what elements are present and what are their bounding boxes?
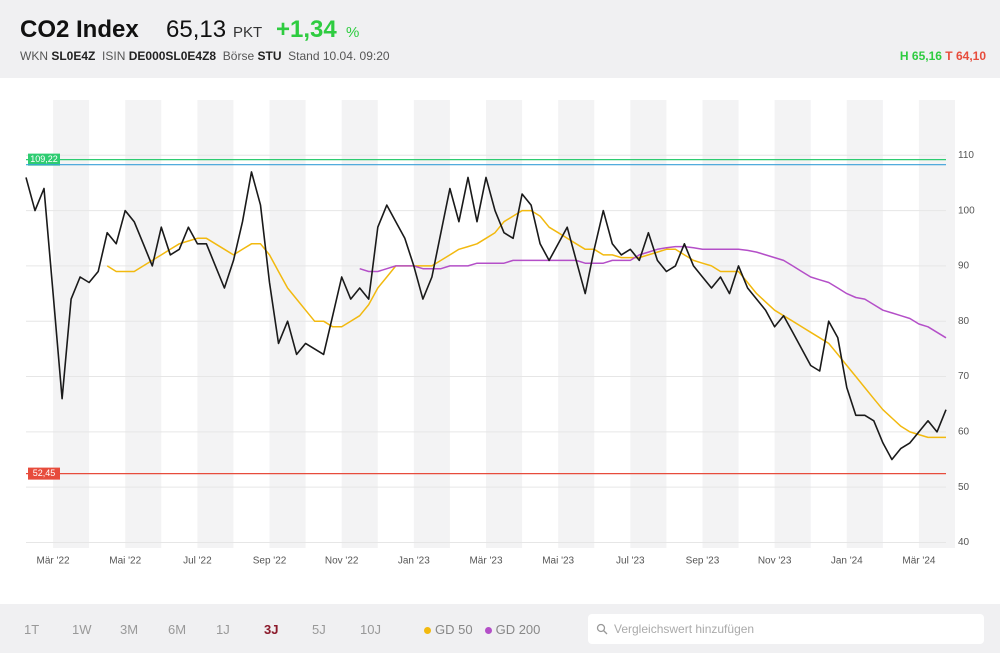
month-band — [53, 100, 90, 548]
x-tick-label: Mär '24 — [902, 556, 935, 567]
period-button[interactable]: 5J — [312, 622, 326, 637]
x-tick-label: Mär '22 — [37, 556, 70, 567]
y-tick-label: 50 — [958, 482, 970, 493]
label: ISIN — [102, 49, 126, 63]
search-box[interactable]: Vergleichswert hinzufügen — [588, 614, 984, 644]
period-button[interactable]: 1J — [216, 622, 230, 637]
x-tick-label: Nov '22 — [325, 556, 359, 567]
y-tick-label: 60 — [958, 426, 970, 437]
x-tick-label: Mai '22 — [109, 556, 141, 567]
legend-item[interactable]: GD 200 — [484, 622, 541, 637]
x-tick-label: Nov '23 — [758, 556, 792, 567]
label: T — [945, 49, 953, 63]
month-band — [630, 100, 667, 548]
label: Börse — [222, 49, 255, 63]
high-low: H 65,16 T 64,10 — [900, 49, 986, 63]
low: 64,10 — [955, 49, 986, 63]
month-band — [197, 100, 234, 548]
month-band — [846, 100, 883, 548]
x-tick-label: Jan '24 — [831, 556, 863, 567]
legend: GD 50 GD 200 — [424, 622, 552, 637]
stand: Stand 10.04. 09:20 — [288, 49, 390, 63]
change-unit: % — [346, 24, 360, 41]
chart: Mär '22 Mai '22 Jul '22 Sep '22 Nov '22 Jan '… — [25, 100, 975, 567]
series-line — [359, 245, 947, 339]
month-band — [125, 100, 162, 548]
unit: PKT — [233, 24, 263, 41]
y-tick-label: 40 — [958, 537, 970, 548]
y-tick-label: 70 — [958, 371, 970, 382]
label: H — [899, 49, 909, 63]
month-band — [702, 100, 739, 548]
series-line — [25, 171, 947, 461]
y-tick-label: 110 — [958, 150, 974, 161]
x-tick-label: Mär '23 — [469, 556, 502, 567]
month-band — [774, 100, 811, 548]
period-button[interactable]: 3J — [264, 622, 279, 637]
x-tick-label: Sep '22 — [253, 556, 287, 567]
x-tick-label: Jan '23 — [398, 556, 430, 567]
price: 65,13 — [166, 16, 227, 43]
month-band — [413, 100, 450, 548]
period-button[interactable]: 1T — [24, 622, 40, 637]
y-tick-label: 90 — [958, 261, 970, 272]
controls: 1T 1W 3M 6M 1J 3J 5J 10J GD 50 GD 200 Vergleichs… — [0, 604, 1000, 653]
period-button[interactable]: 1W — [72, 622, 92, 637]
month-band — [918, 100, 956, 548]
change: +1,34 — [276, 16, 337, 43]
legend-item[interactable]: GD 50 — [424, 622, 473, 637]
label: WKN — [20, 49, 48, 63]
title: CO2 Index — [20, 16, 139, 43]
periods: 1T 1W 3M 6M 1J 3J 5J 10J — [24, 622, 408, 637]
isin: DE000SL0E4Z8 — [128, 49, 217, 63]
search-placeholder: Vergleichswert hinzufügen — [614, 622, 755, 636]
series-line — [106, 209, 946, 439]
legend-label: GD 50 — [435, 622, 473, 637]
x-tick-label: Jul '22 — [183, 556, 212, 567]
x-tick-label: Sep '23 — [686, 556, 720, 567]
meta: WKN SL0E4Z ISIN DE000SL0E4Z8 Börse STU S… — [20, 49, 390, 63]
period-button[interactable]: 10J — [360, 622, 381, 637]
x-tick-label: Jul '23 — [616, 556, 645, 567]
header: CO2 Index 65,13 PKT +1,34 % WKN SL0E4Z I… — [0, 0, 1000, 78]
level-tag — [28, 153, 60, 166]
legend-dot — [424, 627, 431, 634]
x-tick-label: Mai '23 — [542, 556, 574, 567]
legend-label: GD 200 — [495, 622, 541, 637]
level-tag — [28, 467, 60, 480]
wkn: SL0E4Z — [51, 49, 96, 63]
level-label: 52,45 — [33, 468, 56, 478]
legend-dot — [484, 627, 492, 634]
period-button[interactable]: 3M — [120, 622, 139, 637]
y-tick-label: 100 — [958, 205, 975, 216]
month-band — [558, 100, 595, 548]
period-button[interactable]: 6M — [168, 622, 187, 637]
high: 65,16 — [911, 49, 942, 63]
level-label: 109,22 — [30, 154, 58, 164]
exchange: STU — [257, 49, 282, 63]
y-tick-label: 80 — [958, 316, 970, 327]
month-band — [486, 100, 523, 548]
search-icon — [596, 623, 608, 635]
